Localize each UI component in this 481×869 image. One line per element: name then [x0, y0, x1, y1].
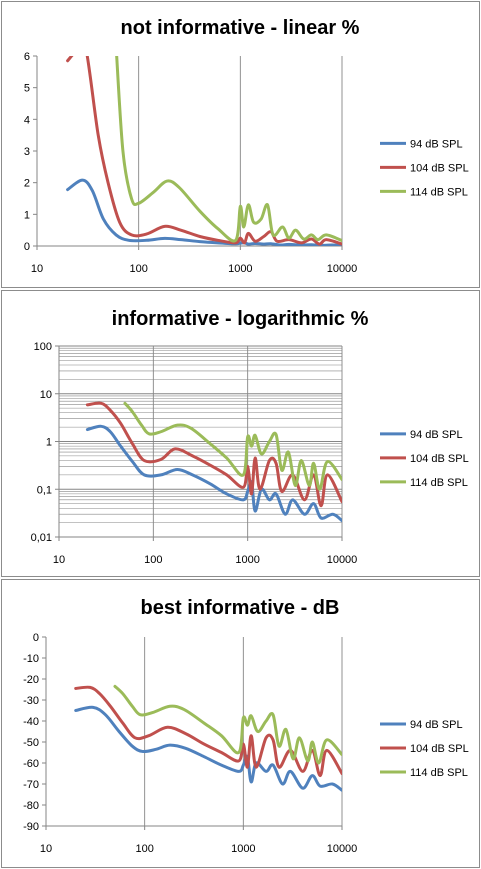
chart-linear-percent: not informative - linear % 0 1 2 3 4 5 6 10 100 10… [24, 17, 469, 275]
y-tick-label: 5 [24, 83, 30, 95]
y-tick-label: 0,01 [31, 532, 52, 544]
y-tick-label: -80 [23, 800, 39, 812]
legend-label: 94 dB SPL [410, 138, 463, 150]
chart-title: informative - logarithmic % [112, 308, 369, 330]
series-line-114db [123, 401, 342, 491]
y-tick-label: -70 [23, 779, 39, 791]
y-tick-label: -90 [23, 821, 39, 833]
x-tick-label: 10 [53, 554, 65, 566]
y-tick-label: -50 [23, 737, 39, 749]
series-line-94db [66, 178, 342, 246]
y-tick-label: -10 [23, 653, 39, 665]
legend-label: 104 dB SPL [410, 162, 469, 174]
series-line-104db [74, 685, 342, 778]
series-line-94db [74, 705, 342, 792]
series-line-114db [113, 684, 342, 765]
x-tick-label: 100 [135, 843, 153, 855]
x-tick-label: 10000 [327, 263, 358, 275]
series-group [74, 684, 342, 792]
legend: 94 dB SPL 104 dB SPL 114 dB SPL [380, 719, 469, 779]
x-tick-label: 10000 [327, 554, 358, 566]
x-tick-label: 10 [31, 263, 43, 275]
legend-label: 104 dB SPL [410, 743, 469, 755]
y-tick-label: 4 [24, 114, 30, 126]
chart-logarithmic-percent: informative - logarithmic % 0,01 0,1 1 10 100… [31, 308, 469, 566]
legend-label: 104 dB SPL [410, 453, 469, 465]
chart-panel-db: best informative - dB 0 -10 -20 -30 -40 -50 -60… [1, 579, 480, 868]
x-tick-label: 1000 [235, 554, 259, 566]
y-tick-label: -30 [23, 695, 39, 707]
chart-panel-linear: not informative - linear % 0 1 2 3 4 5 6 10 100 10… [1, 1, 480, 288]
chart-best-db: best informative - dB 0 -10 -20 -30 -40 -50 -60… [23, 597, 469, 855]
series-line-104db [85, 401, 342, 508]
y-tick-label: 1 [24, 209, 30, 221]
legend-label: 94 dB SPL [410, 429, 463, 441]
y-tick-label: 0 [24, 241, 30, 253]
series-line-114db [115, 56, 342, 243]
grid-lines [59, 345, 343, 538]
x-tick-label: 100 [144, 554, 162, 566]
y-tick-label: -40 [23, 716, 39, 728]
y-tick-label: 100 [34, 341, 52, 353]
y-tick-label: -20 [23, 674, 39, 686]
series-line-104db [66, 56, 342, 246]
x-tick-label: 100 [129, 263, 147, 275]
y-tick-label: 2 [24, 178, 30, 190]
legend-label: 94 dB SPL [410, 719, 463, 731]
series-line-94db [85, 424, 342, 523]
x-tick-label: 1000 [228, 263, 252, 275]
y-tick-label: 3 [24, 146, 30, 158]
y-tick-label: 0,1 [37, 484, 52, 496]
legend-label: 114 dB SPL [410, 767, 468, 779]
x-tick-label: 1000 [231, 843, 255, 855]
legend: 94 dB SPL 104 dB SPL 114 dB SPL [380, 429, 469, 489]
y-tick-label: -60 [23, 758, 39, 770]
y-tick-label: 10 [40, 389, 52, 401]
chart-title: not informative - linear % [121, 17, 360, 39]
chart-title: best informative - dB [141, 597, 340, 619]
legend-label: 114 dB SPL [410, 477, 468, 489]
y-tick-label: 1 [46, 437, 52, 449]
legend: 94 dB SPL 104 dB SPL 114 dB SPL [380, 138, 469, 198]
y-tick-label: 6 [24, 51, 30, 63]
legend-label: 114 dB SPL [410, 186, 468, 198]
series-group [85, 401, 342, 523]
series-group [66, 56, 342, 246]
x-tick-label: 10 [40, 843, 52, 855]
x-tick-label: 10000 [327, 843, 358, 855]
y-tick-label: 0 [33, 632, 39, 644]
chart-panel-logarithmic: informative - logarithmic % 0,01 0,1 1 10 100… [1, 290, 480, 577]
